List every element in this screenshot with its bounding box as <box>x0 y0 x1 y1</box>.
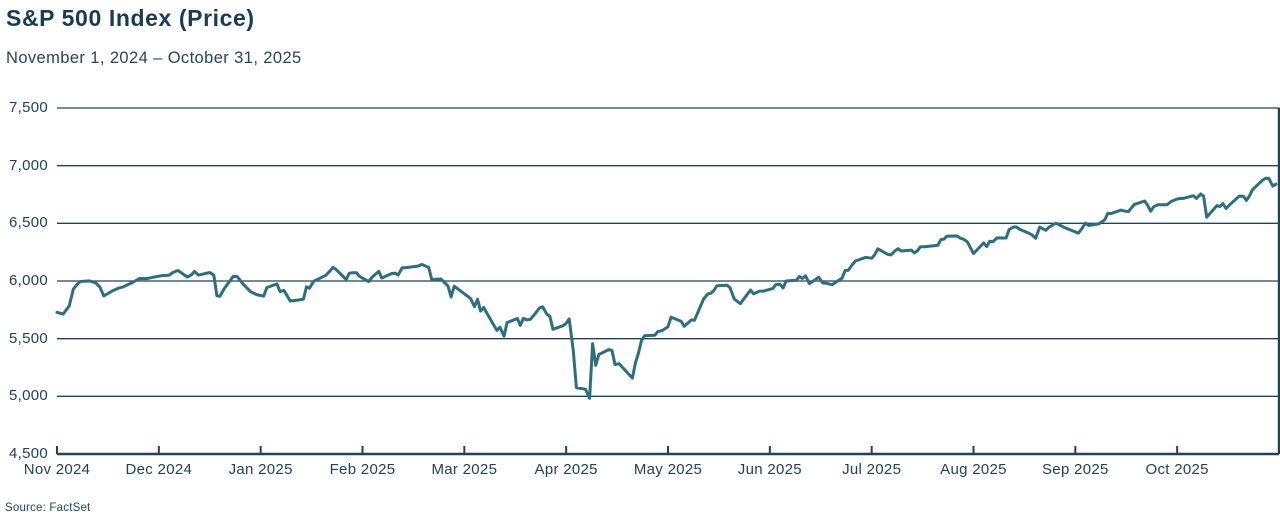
x-axis-label: Aug 2025 <box>940 461 1007 478</box>
y-axis-label: 5,500 <box>8 329 48 347</box>
x-axis-label: Apr 2025 <box>534 461 598 478</box>
chart-date-range: November 1, 2024 – October 31, 2025 <box>6 49 302 67</box>
y-axis-label: 7,500 <box>8 99 48 116</box>
x-axis-label: Nov 2024 <box>23 461 91 478</box>
x-axis-label: May 2025 <box>633 461 703 478</box>
x-axis-label: Jul 2025 <box>842 461 902 478</box>
y-axis-label: 4,500 <box>8 445 48 462</box>
x-axis-label: Dec 2024 <box>125 461 193 478</box>
x-axis-label: Sep 2025 <box>1042 461 1109 478</box>
x-axis-label: Jun 2025 <box>737 461 802 478</box>
chart-title: S&P 500 Index (Price) <box>6 5 255 31</box>
y-axis-label: 5,000 <box>8 387 48 405</box>
x-axis-label: Jan 2025 <box>228 461 293 478</box>
price-line <box>55 176 1278 400</box>
y-axis-label: 7,000 <box>8 156 48 174</box>
y-axis-label: 6,000 <box>8 272 48 289</box>
x-axis-label: Feb 2025 <box>329 461 396 478</box>
y-axis-label: 6,500 <box>8 214 48 232</box>
source-note: Source: FactSet <box>5 502 91 514</box>
x-axis-label: Mar 2025 <box>431 461 498 478</box>
x-axis-label: Oct 2025 <box>1145 461 1209 478</box>
